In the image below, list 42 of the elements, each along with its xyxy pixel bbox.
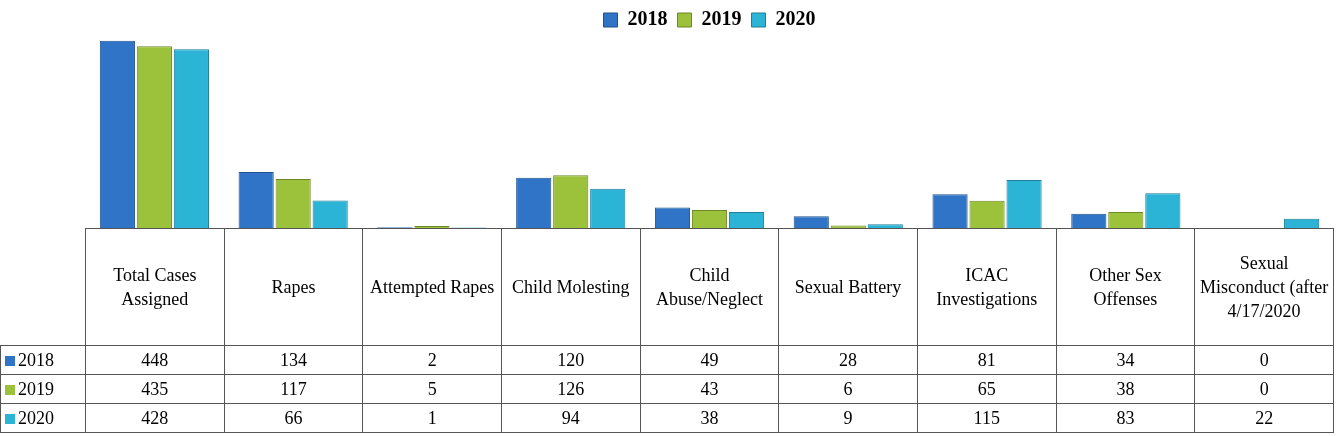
data-label: 49 bbox=[640, 345, 779, 375]
data-label: 0 bbox=[1194, 374, 1334, 404]
data-label: 38 bbox=[640, 403, 779, 433]
text: 2019 bbox=[18, 378, 54, 399]
data-label: 115 bbox=[917, 403, 1057, 433]
legend-label: 2019 bbox=[701, 7, 742, 30]
data-label: 117 bbox=[224, 374, 363, 404]
data-label: 38 bbox=[1056, 374, 1195, 404]
data-label: 83 bbox=[1056, 403, 1195, 433]
data-label: 65 bbox=[917, 374, 1057, 404]
x-tick-label: Total Cases Assigned bbox=[85, 228, 225, 346]
data-label: 5 bbox=[362, 374, 502, 404]
data-label: 28 bbox=[778, 345, 918, 375]
x-tick-label: ICAC Investigations bbox=[917, 228, 1057, 346]
x-tick-label: Rapes bbox=[224, 228, 363, 346]
data-label: 428 bbox=[85, 403, 225, 433]
data-label: 94 bbox=[501, 403, 641, 433]
data-label: 448 bbox=[85, 345, 225, 375]
data-label: 134 bbox=[224, 345, 363, 375]
x-tick-label: Sexual Battery bbox=[778, 228, 918, 346]
data-label: 9 bbox=[778, 403, 918, 433]
x-tick-label: Sexual Misconduct (after 4/17/2020 bbox=[1194, 228, 1334, 346]
data-label: 43 bbox=[640, 374, 779, 404]
x-tick-label: Other Sex Offenses bbox=[1056, 228, 1195, 346]
legend-label: 2018 bbox=[627, 7, 668, 30]
data-label: 126 bbox=[501, 374, 641, 404]
x-tick-label: Child Molesting bbox=[501, 228, 641, 346]
text: 2018 bbox=[18, 349, 54, 370]
data-label: 22 bbox=[1194, 403, 1334, 433]
data-label: 6 bbox=[778, 374, 918, 404]
legend-label: 2020 bbox=[775, 7, 816, 30]
data-label: 34 bbox=[1056, 345, 1195, 375]
x-tick-label: Attempted Rapes bbox=[362, 228, 502, 346]
data-label: 0 bbox=[1194, 345, 1334, 375]
data-label: 435 bbox=[85, 374, 225, 404]
data-label: 81 bbox=[917, 345, 1057, 375]
x-tick-label: Child Abuse/Neglect bbox=[640, 228, 779, 346]
data-label: 120 bbox=[501, 345, 641, 375]
data-label: 1 bbox=[362, 403, 502, 433]
text: 2020 bbox=[18, 407, 54, 428]
data-label: 66 bbox=[224, 403, 363, 433]
data-label: 2 bbox=[362, 345, 502, 375]
